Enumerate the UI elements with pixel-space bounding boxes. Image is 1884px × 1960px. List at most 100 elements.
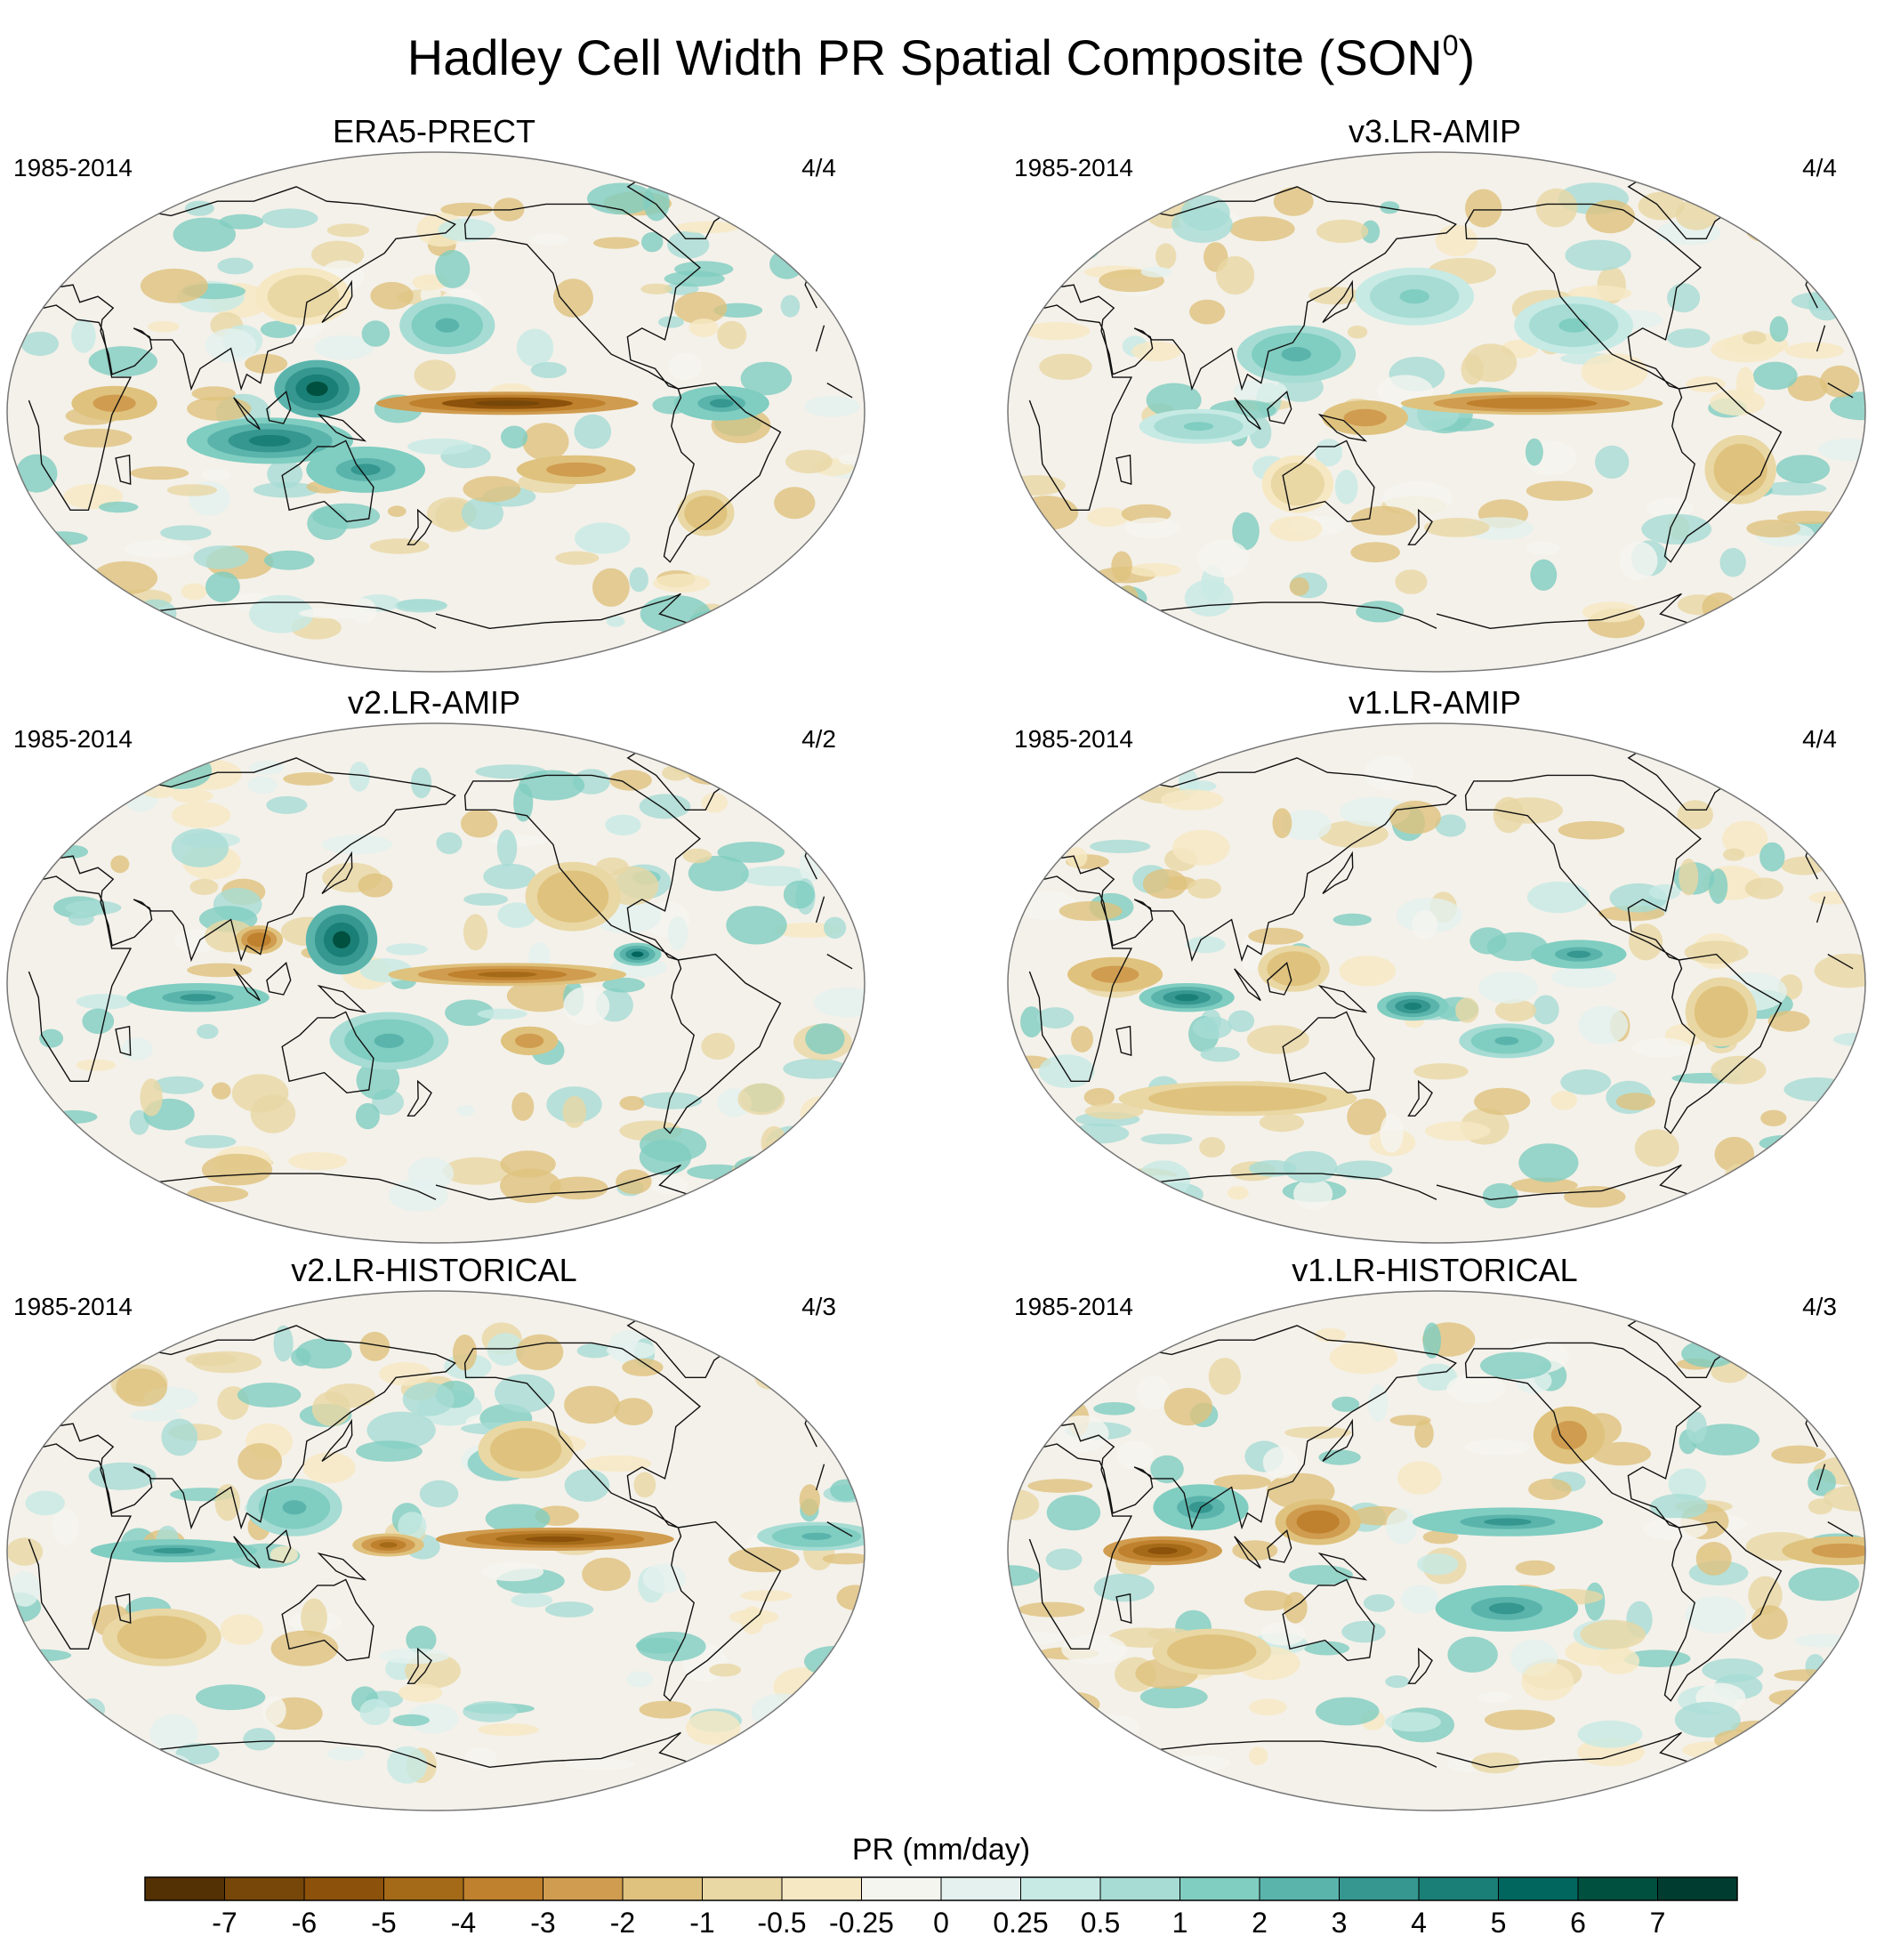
anomaly-blob (1228, 1010, 1255, 1033)
coastline (1234, 968, 1261, 1002)
panel-title: v3.LR-AMIP (1349, 113, 1521, 149)
anomaly-blob (295, 1338, 352, 1369)
anomaly-blob (1674, 1701, 1741, 1738)
anomaly-region (698, 507, 713, 520)
anomaly-blob (1702, 1658, 1764, 1682)
anomaly-blob (1140, 1133, 1193, 1145)
anomaly-blob (709, 1663, 741, 1677)
anomaly-blob (497, 902, 536, 928)
anomaly-blob (1414, 1419, 1434, 1448)
anomaly-blob (1455, 997, 1479, 1023)
anomaly-blob (359, 1331, 390, 1361)
anomaly-blob (253, 482, 319, 498)
anomaly-blob (1124, 517, 1180, 539)
anomaly-blob (211, 1082, 231, 1100)
anomaly-blob (361, 320, 390, 347)
anomaly-region (1103, 970, 1127, 980)
anomaly-blob (753, 1361, 783, 1390)
anomaly-blob (205, 571, 240, 602)
anomaly-blob (635, 1637, 683, 1654)
anomaly-blob (147, 320, 180, 333)
anomaly-blob (1334, 1160, 1393, 1180)
anomaly-blob (513, 783, 534, 822)
colorbar-tick-label: 1 (1172, 1907, 1188, 1939)
anomaly-blob (291, 1348, 311, 1367)
anomaly-region (561, 465, 592, 474)
colorbar-segment (543, 1877, 624, 1900)
anomaly-blob (359, 1698, 390, 1726)
anomaly-blob (1695, 1542, 1732, 1576)
anomaly-blob (701, 793, 729, 813)
anomaly-blob (1515, 1560, 1556, 1576)
panel-title: v1.LR-HISTORICAL (1292, 1252, 1577, 1288)
anomaly-blob (1649, 883, 1680, 900)
map-panel: v2.LR-HISTORICAL 1985-2014 4/3 (6, 1252, 866, 1811)
anomaly-blob (1045, 1548, 1083, 1570)
anomaly-blob (369, 538, 430, 554)
anomaly-blob (1416, 1363, 1458, 1391)
anomaly-blob (1293, 1178, 1333, 1211)
coastline (115, 1593, 132, 1625)
anomaly-blob (414, 359, 456, 391)
anomaly-blob (1213, 1474, 1271, 1490)
anomaly-blob (1719, 547, 1746, 577)
anomaly-blob (461, 496, 504, 530)
anomaly-blob (1192, 1016, 1233, 1039)
anomaly-blob (130, 1409, 182, 1422)
anomaly-blob (116, 1368, 167, 1407)
anomaly-blob (52, 247, 74, 269)
anomaly-blob (1356, 601, 1405, 623)
anomaly-blob (799, 1484, 820, 1516)
anomaly-blob (1380, 1114, 1404, 1153)
coastline (463, 774, 701, 961)
anomaly-blob (774, 487, 816, 520)
anomaly-blob (516, 1334, 564, 1371)
anomaly-blob (605, 814, 641, 835)
anomaly-blob (1059, 900, 1123, 922)
map-border (6, 722, 866, 1244)
anomaly-blob (1240, 935, 1261, 972)
anomaly-blob (1775, 455, 1831, 484)
anomaly-region (1147, 1546, 1178, 1555)
coastline (788, 1382, 801, 1393)
anomaly-blob (1400, 1585, 1439, 1614)
anomaly-blob (1083, 1087, 1115, 1107)
anomaly-blob (171, 802, 231, 828)
anomaly-blob (783, 1058, 848, 1079)
anomaly-blob (626, 1671, 654, 1688)
colorbar-tick-label: 7 (1650, 1907, 1666, 1939)
anomaly-blob (187, 963, 253, 978)
anomaly-blob (435, 250, 471, 288)
coastline (1789, 814, 1802, 826)
coastline (663, 382, 782, 563)
anomaly-blob (544, 1601, 594, 1617)
anomaly-region (522, 1036, 537, 1045)
anomaly-blob (496, 829, 518, 867)
colorbar-segment (702, 1877, 783, 1900)
colorbar-tick-label: 3 (1332, 1907, 1348, 1939)
anomaly-blob (1131, 341, 1181, 362)
anomaly-blob (1480, 1351, 1551, 1380)
colorbar-tick-label: -0.5 (757, 1907, 806, 1939)
anomaly-region (477, 972, 537, 978)
anomaly-blob (1154, 764, 1184, 776)
coastline (663, 953, 782, 1134)
coastline (1663, 382, 1783, 563)
anomaly-blob (1361, 220, 1381, 244)
anomaly-blob (185, 1352, 238, 1367)
anomaly-blob (780, 294, 801, 318)
anomaly-blob (1155, 243, 1177, 270)
anomaly-blob (1690, 1424, 1759, 1456)
anomaly-blob (166, 484, 218, 496)
anomaly-blob (1018, 1601, 1085, 1617)
anomaly-blob (349, 762, 370, 792)
colorbar-tick-label: -3 (530, 1907, 555, 1939)
anomaly-blob (140, 268, 208, 303)
anomaly-blob (76, 994, 133, 1010)
anomaly-blob (464, 1747, 497, 1770)
coastline (1234, 397, 1261, 431)
anomaly-blob (1759, 842, 1785, 872)
map-panel: v1.LR-AMIP 1985-2014 4/4 (1007, 684, 1866, 1244)
anomaly-blob (1350, 505, 1417, 536)
panel-title: v2.LR-AMIP (348, 684, 520, 721)
